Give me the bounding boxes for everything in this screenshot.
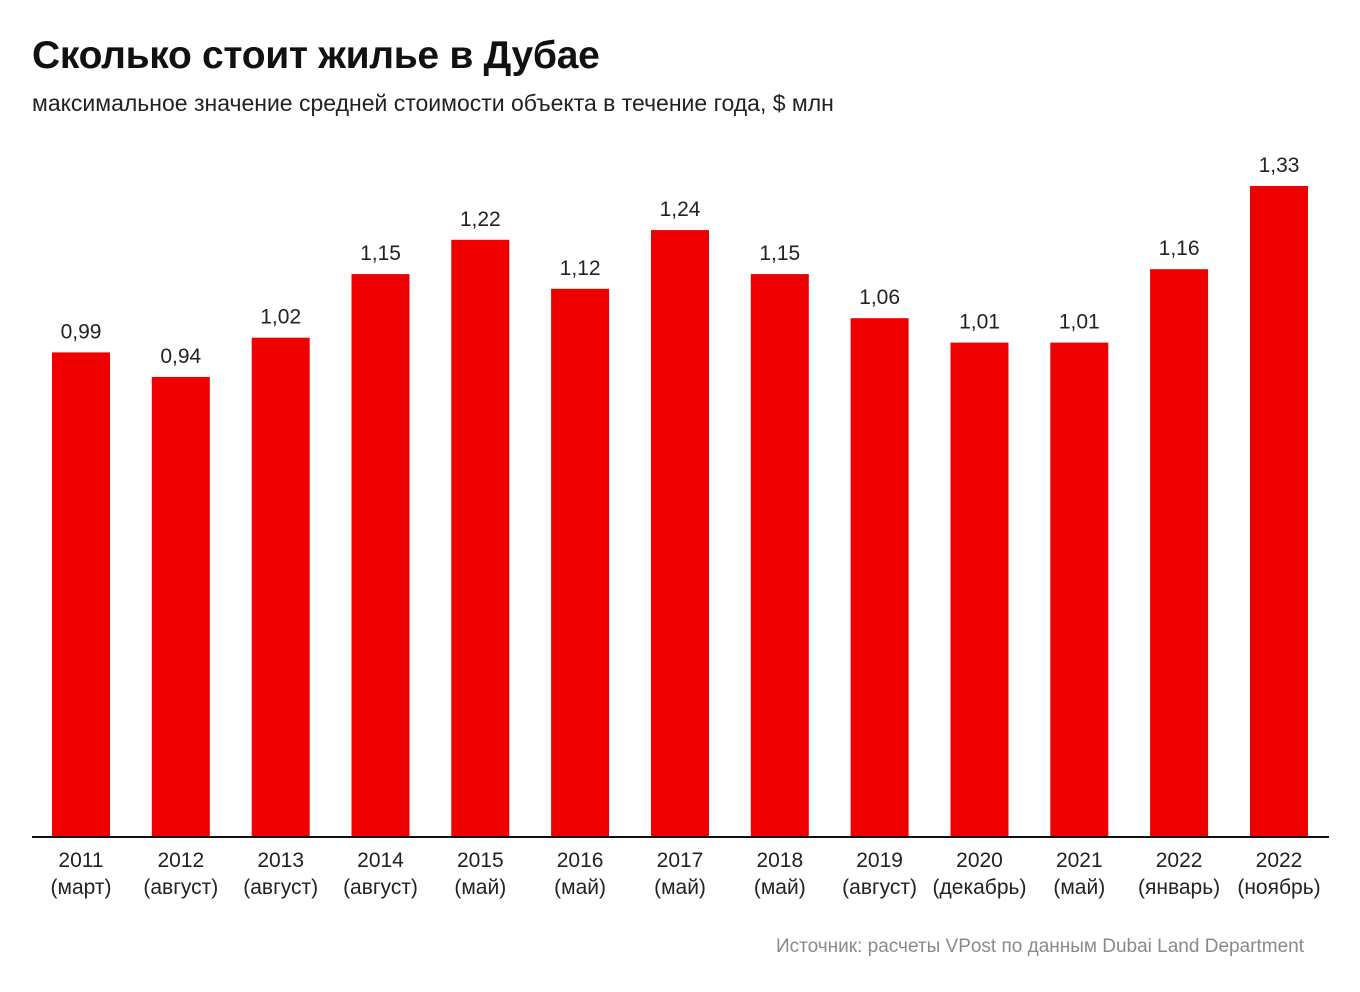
bar bbox=[451, 239, 510, 838]
bar-value-label: 1,06 bbox=[859, 286, 900, 309]
bar-value-label: 1,16 bbox=[1159, 237, 1200, 260]
x-tick-label-year: 2021 bbox=[1056, 849, 1103, 872]
x-tick-label-period: (май) bbox=[454, 876, 506, 899]
x-tick-label-period: (декабрь) bbox=[933, 876, 1027, 899]
x-tick-label-year: 2019 bbox=[856, 849, 903, 872]
x-tick-label-year: 2020 bbox=[956, 849, 1003, 872]
x-tick-label-year: 2016 bbox=[557, 849, 604, 872]
bar bbox=[1050, 342, 1109, 837]
x-tick-label-year: 2015 bbox=[457, 849, 504, 872]
x-tick-label-period: (август) bbox=[243, 876, 318, 899]
x-tick-label-period: (август) bbox=[143, 876, 218, 899]
x-tick-label-year: 2022 bbox=[1156, 849, 1203, 872]
x-tick-label-year: 2017 bbox=[657, 849, 704, 872]
bar bbox=[1250, 186, 1308, 837]
x-tick-label-period: (ноябрь) bbox=[1237, 876, 1320, 899]
chart-subtitle: максимальное значение средней стоимости … bbox=[32, 90, 834, 116]
bar bbox=[251, 337, 310, 837]
bar bbox=[651, 230, 709, 838]
x-tick-label-period: (январь) bbox=[1138, 876, 1220, 899]
bar-value-label: 1,24 bbox=[660, 198, 701, 221]
bar bbox=[950, 342, 1009, 837]
bar bbox=[750, 274, 809, 838]
bar bbox=[850, 318, 909, 837]
bar-value-label: 1,15 bbox=[360, 242, 401, 265]
bar-value-label: 1,12 bbox=[560, 257, 601, 280]
x-tick-label-year: 2018 bbox=[756, 849, 803, 872]
bar bbox=[52, 352, 110, 837]
bar-value-label: 0,99 bbox=[61, 320, 102, 343]
bar-value-label: 1,15 bbox=[759, 242, 800, 265]
x-tick-label-year: 2011 bbox=[58, 849, 103, 872]
x-tick-label-year: 2013 bbox=[257, 849, 304, 872]
bar-value-label: 0,94 bbox=[160, 345, 201, 368]
bar bbox=[151, 376, 210, 837]
x-tick-label-period: (август) bbox=[842, 876, 917, 899]
chart-title: Сколько стоит жилье в Дубае bbox=[32, 34, 600, 77]
x-tick-label-period: (май) bbox=[654, 876, 706, 899]
bar-value-label: 1,01 bbox=[959, 311, 1000, 334]
x-tick-label-period: (май) bbox=[754, 876, 806, 899]
x-tick-label-year: 2022 bbox=[1256, 849, 1303, 872]
bar-value-label: 1,33 bbox=[1259, 154, 1300, 177]
x-tick-label-period: (август) bbox=[343, 876, 418, 899]
bar-value-label: 1,01 bbox=[1059, 311, 1100, 334]
bar bbox=[551, 288, 610, 837]
bar bbox=[351, 274, 410, 838]
bar bbox=[1150, 269, 1209, 837]
bar-value-label: 1,02 bbox=[260, 306, 301, 329]
x-tick-label-year: 2014 bbox=[357, 849, 404, 872]
bar-value-label: 1,22 bbox=[460, 208, 501, 231]
x-tick-label-year: 2012 bbox=[157, 849, 204, 872]
source-note: Источник: расчеты VPost по данным Dubai … bbox=[775, 936, 1304, 957]
x-tick-label-period: (май) bbox=[554, 876, 606, 899]
x-tick-label-period: (май) bbox=[1053, 876, 1105, 899]
x-tick-label-period: (март) bbox=[51, 876, 112, 899]
